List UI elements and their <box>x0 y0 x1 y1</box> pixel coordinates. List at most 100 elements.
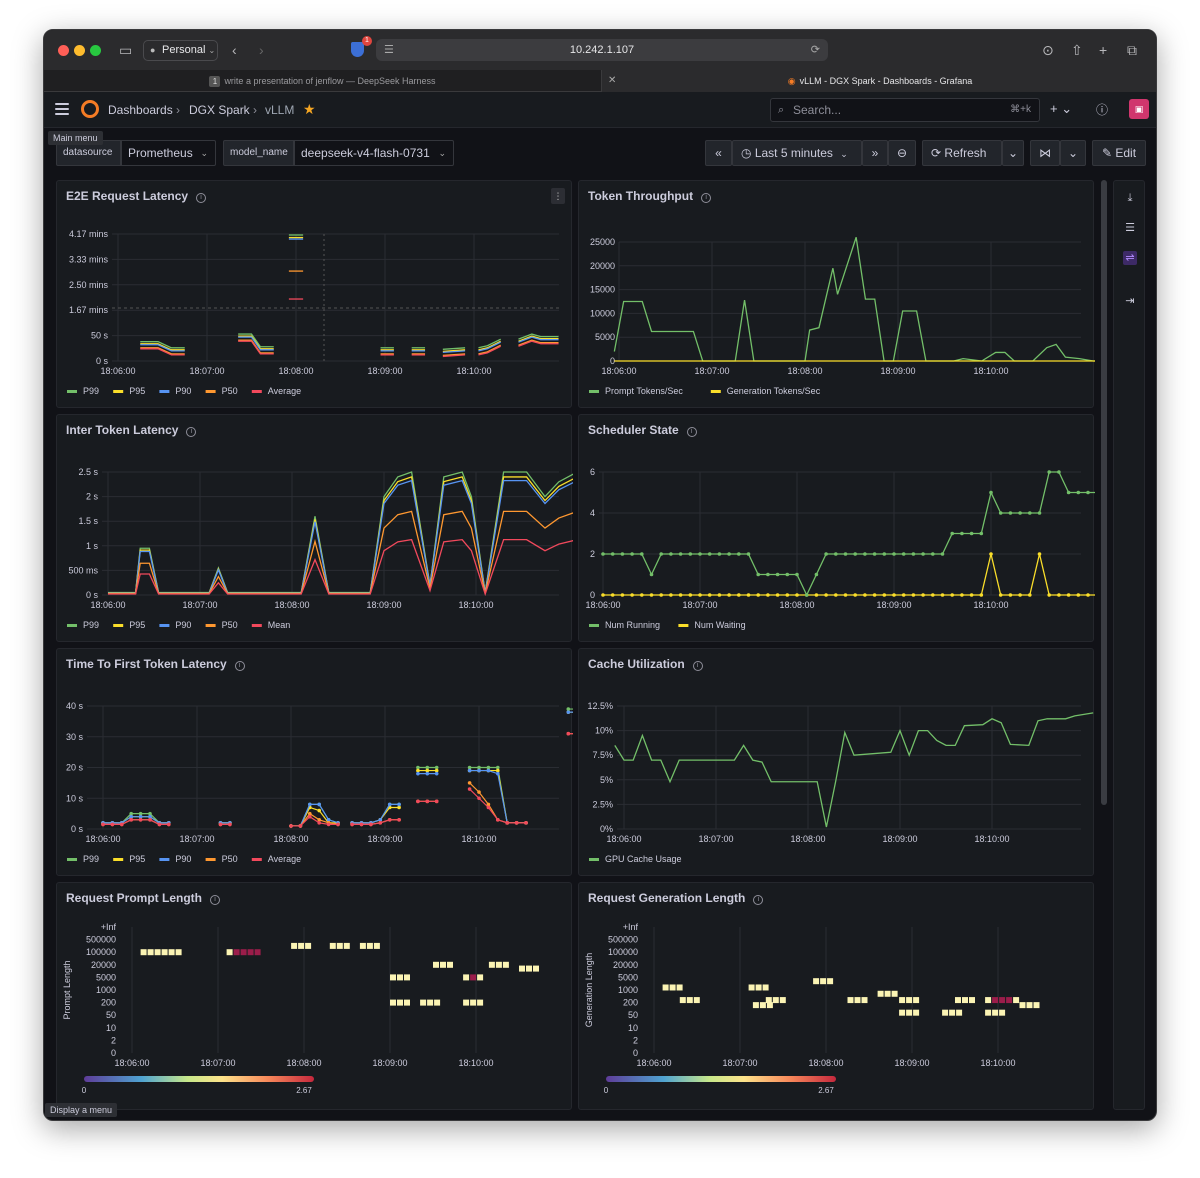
tab-grafana[interactable]: ✕ ◉ vLLM - DGX Spark - Dashboards - Grafan… <box>601 70 1156 92</box>
panel-e2e-request-latency[interactable]: 4.17 mins 3.33 mins 2.50 mins 1.67 mins 50 s… <box>56 180 572 408</box>
info-icon[interactable]: i <box>234 661 245 671</box>
info-icon[interactable]: i <box>701 193 712 203</box>
downloads-icon[interactable]: ⊙ <box>1042 42 1054 58</box>
refresh-interval-dropdown[interactable]: ⌄ <box>1002 140 1024 166</box>
refresh-button[interactable]: ⟳ Refresh <box>922 140 1002 166</box>
y-tick-label: 200 <box>101 998 116 1008</box>
heatmap-cell <box>1019 1002 1026 1009</box>
forward-icon[interactable]: › <box>259 42 264 58</box>
close-tab-icon[interactable]: ✕ <box>608 75 617 86</box>
search-input[interactable]: ⌕ Search... ⌘+k <box>770 98 1040 122</box>
zoom-window-button[interactable] <box>90 45 101 56</box>
time-range-picker[interactable]: ◷ Last 5 minutes ⌄ <box>732 140 862 166</box>
breadcrumb-dashboards[interactable]: Dashboards <box>108 103 173 117</box>
panel-menu-icon[interactable]: ⋮ <box>551 188 565 204</box>
add-panel-icon[interactable]: ⤓ <box>1127 192 1133 204</box>
ttft-point <box>486 765 491 770</box>
share-icon[interactable]: ⇧ <box>1071 42 1083 58</box>
legend-swatch <box>589 858 599 861</box>
info-icon[interactable]: i <box>186 427 197 437</box>
num-running-point <box>998 511 1003 515</box>
info-icon[interactable]: i <box>196 193 207 203</box>
grafana-header: Dashboards › DGX Spark › vLLM ★ ⌕ Search.… <box>44 92 1156 128</box>
search-icon: ⌕ <box>778 104 785 116</box>
edit-button[interactable]: ✎ Edit <box>1092 140 1146 166</box>
datasource-select[interactable]: Prometheus ⌄ <box>121 140 216 166</box>
info-icon[interactable]: i <box>753 895 764 905</box>
sidebar-toggle-icon[interactable]: ▭ <box>119 42 133 58</box>
y-tick-label: 50 s <box>91 331 109 341</box>
num-waiting-point <box>960 593 964 597</box>
bitwarden-extension-icon[interactable]: 1 <box>351 36 372 57</box>
panel-request-generation-length[interactable]: +Inf 500000 100000 20000 5000 1000 200 50 10 2 0 18… <box>578 882 1094 1110</box>
y-tick-label: 0 <box>633 1048 638 1058</box>
num-running-point <box>678 552 683 556</box>
panel-ttft-latency[interactable]: 40 s 30 s 20 s 10 s 0 s 18:06:00 18:07:00 18:08… <box>56 648 573 876</box>
time-shift-forward-button[interactable]: » <box>862 140 888 166</box>
panel-token-throughput[interactable]: 25000 20000 15000 10000 5000 0 18:06:00 18:07:0… <box>578 180 1095 408</box>
heatmap-cell <box>495 961 502 968</box>
panel-title: Scheduler State <box>588 423 679 437</box>
reload-icon[interactable]: ⟳ <box>810 44 820 56</box>
num-waiting-point <box>766 593 770 597</box>
y-tick-label: 10% <box>595 726 613 736</box>
panel-cache-utilization[interactable]: 12.5% 10% 7.5% 5% 2.5% 0% 18:06:00 18:07:00 18:0… <box>578 648 1094 876</box>
help-icon[interactable]: ⓘ <box>1096 103 1109 117</box>
ttft-point <box>477 765 481 770</box>
scale-min-label: 0 <box>604 1086 609 1095</box>
ttft-point <box>359 822 364 827</box>
x-tick-label: 18:07:00 <box>189 366 224 376</box>
x-tick-label: 18:10:00 <box>458 1058 493 1068</box>
model-name-select[interactable]: deepseek-v4-flash-0731 ⌄ <box>294 140 454 166</box>
num-waiting-point <box>698 593 702 597</box>
ttft-point <box>317 821 322 825</box>
grafana-logo[interactable] <box>81 100 99 118</box>
num-waiting-point <box>669 593 673 597</box>
x-tick-label: 18:09:00 <box>372 1058 407 1068</box>
info-icon[interactable]: i <box>210 895 221 905</box>
heatmap-cell <box>254 949 261 956</box>
info-icon[interactable]: i <box>686 427 697 437</box>
minimize-window-button[interactable] <box>74 45 85 56</box>
back-icon[interactable]: ‹ <box>232 42 237 58</box>
y-tick-label: 40 s <box>66 701 84 711</box>
num-waiting-point <box>901 593 906 597</box>
legend-item: P50 <box>222 620 238 630</box>
ttft-point <box>467 768 472 773</box>
avatar[interactable]: ▣ <box>1129 99 1149 119</box>
tab-deepseek[interactable]: 1 write a presentation of jenflow — DeepS… <box>44 70 601 92</box>
time-shift-back-button[interactable]: « <box>705 140 732 166</box>
legend-item: P95 <box>129 620 145 630</box>
new-tab-icon[interactable]: + <box>1099 42 1108 58</box>
x-tick-label: 18:10:00 <box>458 600 493 610</box>
share-dashboard-icon[interactable]: ⋈ <box>1030 140 1060 166</box>
tab-overview-icon[interactable]: ⧉ <box>1127 42 1137 58</box>
person-icon: ● <box>150 45 156 55</box>
outline-icon[interactable]: ☰ <box>1125 222 1135 234</box>
heatmap-cell <box>949 1009 956 1016</box>
e2e-series-line <box>442 353 466 357</box>
address-bar[interactable]: ☰ 10.242.1.107 ⟳ <box>376 39 828 61</box>
ttft-point <box>101 822 105 827</box>
num-running-point <box>1076 490 1081 495</box>
e2e-series-line <box>442 354 466 358</box>
main-menu-icon[interactable] <box>55 103 69 115</box>
ttft-series-line <box>469 782 526 824</box>
zoom-out-icon[interactable]: ⊖ <box>888 140 916 166</box>
panel-scheduler-state[interactable]: 6 4 2 0 18:06:00 18:07:00 18:08:00 18:09:00 18:1… <box>578 414 1095 642</box>
share-options-dropdown[interactable]: ⌄ <box>1060 140 1086 166</box>
info-icon[interactable]: i <box>692 661 703 671</box>
add-icon[interactable]: + ⌄ <box>1050 101 1073 116</box>
legend-swatch <box>67 624 77 627</box>
ttft-series-line <box>291 815 338 827</box>
panel-request-prompt-length[interactable]: +Inf 500000 100000 20000 5000 1000 200 50 10 2 0 18… <box>56 882 572 1110</box>
dock-icon[interactable]: ⇥ <box>1125 295 1135 307</box>
sync-icon[interactable]: ⇌ <box>1123 251 1137 265</box>
star-icon[interactable]: ★ <box>303 101 316 117</box>
panel-inter-token-latency[interactable]: 2.5 s 2 s 1.5 s 1 s 500 ms 0 s 18:06:00 18:07:0… <box>56 414 573 642</box>
breadcrumb-dgx-spark[interactable]: DGX Spark <box>189 103 250 117</box>
scrollbar[interactable] <box>1101 180 1107 805</box>
profile-button[interactable]: ● Personal ⌄ <box>143 40 218 61</box>
close-window-button[interactable] <box>58 45 69 56</box>
site-settings-icon[interactable]: ☰ <box>384 44 394 56</box>
